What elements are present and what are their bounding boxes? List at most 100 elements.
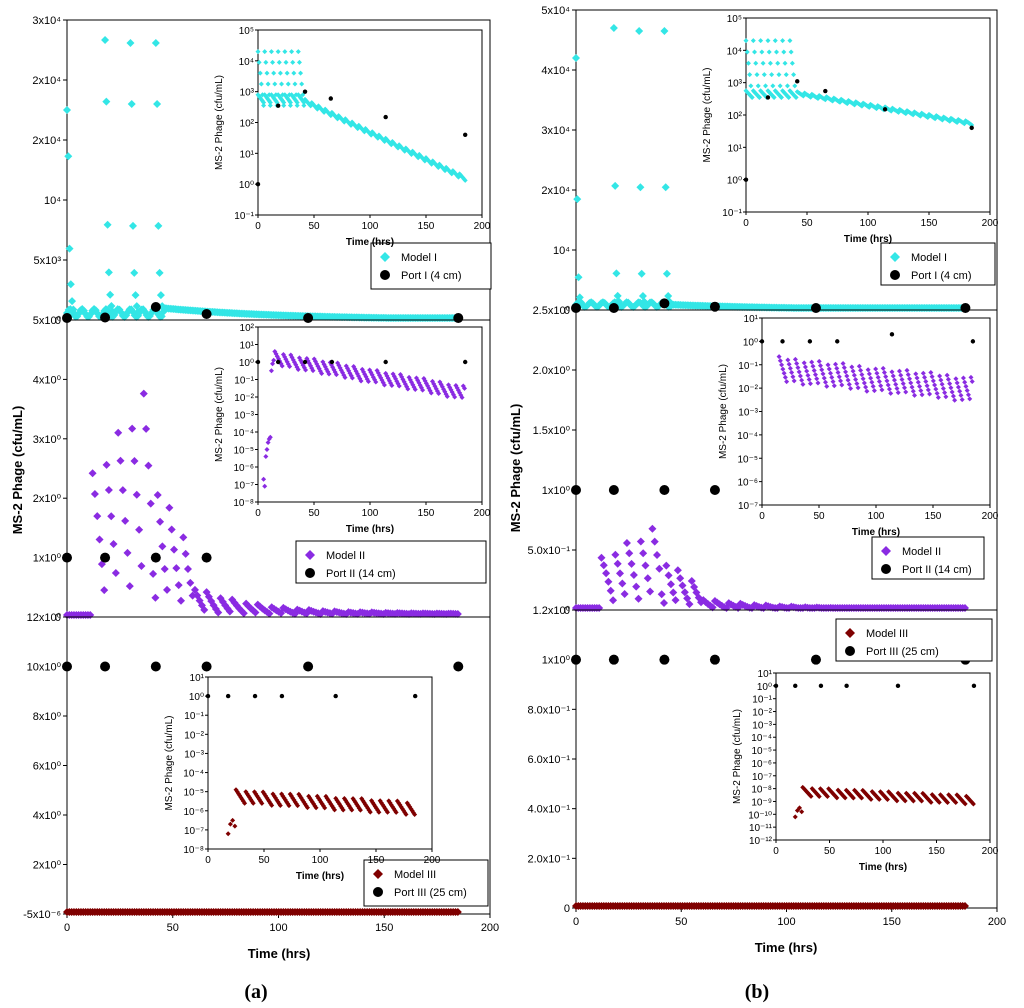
model-point	[153, 490, 162, 499]
inset-x-tick-label: 100	[868, 511, 885, 522]
inset-model-point	[939, 381, 945, 387]
inset-model-point	[844, 373, 850, 379]
inset-model-point	[268, 49, 274, 55]
legend-port-label: Port III (25 cm)	[866, 646, 939, 658]
y-tick-label: 1.5x10⁰	[533, 425, 571, 437]
inset-model-point	[933, 386, 939, 392]
inset-y-tick-label: 10⁻³	[738, 408, 758, 419]
legend-port-marker	[890, 270, 900, 280]
inset-x-tick-label: 200	[474, 508, 491, 519]
y-tick-label: 1.2x10⁰	[533, 605, 571, 617]
inset-port-point	[302, 359, 308, 365]
inset-model-point	[786, 94, 792, 100]
inset-model-point	[870, 383, 876, 389]
model-point	[172, 564, 181, 573]
y-tick-label: 5x10⁰	[33, 315, 62, 327]
port-point	[150, 302, 161, 312]
inset-model-point	[367, 809, 373, 815]
inset-y-tick-label: 10⁻⁷	[184, 826, 204, 837]
inset-model-point	[265, 81, 271, 87]
model-point	[632, 582, 641, 591]
model-point	[170, 545, 179, 554]
inset-model-point	[781, 370, 787, 376]
inset-model-point	[833, 361, 839, 367]
inset-model-point	[462, 177, 468, 183]
model-point	[104, 485, 113, 494]
inset-x-tick-label: 150	[418, 508, 435, 519]
inset-model-point	[299, 81, 305, 87]
inset-y-label: MS-2 Phage (cfu/mL)	[214, 75, 225, 170]
inset-model-point	[934, 390, 940, 396]
x-tick-label: 150	[375, 922, 393, 934]
inset-y-tick-label: 10⁻²	[184, 730, 204, 741]
inset-model-point	[875, 374, 881, 380]
inset-model-point	[782, 374, 788, 380]
inset-port-point	[780, 339, 785, 344]
inset-model-point	[770, 83, 776, 89]
model-point	[214, 608, 223, 617]
inset-model-point	[778, 94, 784, 100]
inset-model-point	[285, 81, 291, 87]
inset-model-point	[928, 369, 934, 375]
inset-y-tick-label: 10¹	[240, 149, 255, 160]
inset-x-tick-label: 200	[982, 218, 999, 229]
inset-model-point	[271, 70, 277, 76]
inset-model-point	[227, 821, 233, 827]
y-tick-label: 2x10⁴	[32, 75, 61, 87]
inset-model-point	[744, 49, 750, 55]
model-point	[163, 585, 172, 594]
y-tick-label: 5x10⁴	[541, 5, 570, 17]
inset-port-point	[765, 95, 771, 100]
inset-model-point	[792, 356, 798, 362]
model-point	[615, 569, 624, 578]
inset-x-tick-label: 0	[743, 218, 749, 229]
inset-model-point	[856, 363, 862, 369]
inset-port-point	[844, 683, 849, 689]
model-point	[453, 609, 462, 618]
y-tick-label: 8x10⁰	[33, 711, 62, 723]
inset-model-point	[949, 389, 955, 395]
inset-port-point	[252, 693, 258, 699]
inset-model-point	[784, 83, 790, 89]
inset-y-tick-label: 10⁴	[727, 46, 742, 57]
port-point	[303, 661, 314, 672]
inset-model-point	[277, 802, 283, 808]
model-point	[142, 424, 151, 433]
inset-model-point	[814, 376, 820, 382]
model-point	[961, 902, 970, 910]
model-point	[64, 152, 73, 161]
legend-model-marker	[890, 252, 900, 262]
inset-model-point	[835, 370, 841, 376]
port-point	[150, 661, 161, 672]
model-point	[66, 280, 75, 289]
inset-x-tick-label: 50	[308, 508, 320, 519]
inset-model-point	[869, 379, 875, 385]
inset-model-point	[885, 382, 891, 388]
y-tick-label: 4x10⁰	[33, 810, 62, 822]
model-point	[103, 220, 112, 229]
inset-model-point	[896, 368, 902, 374]
port-point	[709, 301, 720, 312]
inset-model-point	[797, 805, 803, 811]
model-point	[126, 39, 135, 47]
model-point	[239, 609, 248, 618]
inset-model-point	[953, 800, 959, 806]
chart-panel-b2: 0 5.0x10⁻¹ 1x10⁰ 1.5x10⁰ 2.0x10⁰ 2.5x10⁰ Model…	[528, 305, 999, 617]
inset-model-point	[263, 454, 269, 459]
inset-model-point	[333, 372, 339, 378]
inset-model-point	[909, 384, 915, 390]
model-point	[225, 607, 234, 616]
model-point	[613, 291, 622, 300]
inset-model-point	[880, 365, 886, 371]
inset-model-point	[947, 381, 953, 387]
inset-chart: 10⁻⁸ 10⁻⁷ 10⁻⁶ 10⁻⁵ 10⁻⁴ 10⁻³ 10⁻² 10⁻¹ 10⁰ 10¹ 10…	[214, 323, 491, 535]
model-point	[620, 589, 629, 598]
inset-model-point	[292, 81, 298, 87]
inset-y-tick-label: 10⁻⁵	[751, 746, 772, 757]
port-point	[100, 661, 111, 672]
y-tick-label: 10⁴	[553, 245, 570, 257]
inset-model-point	[821, 375, 827, 381]
inset-model-point	[924, 383, 930, 389]
inset-model-point	[753, 60, 759, 66]
inset-model-point	[840, 360, 846, 366]
